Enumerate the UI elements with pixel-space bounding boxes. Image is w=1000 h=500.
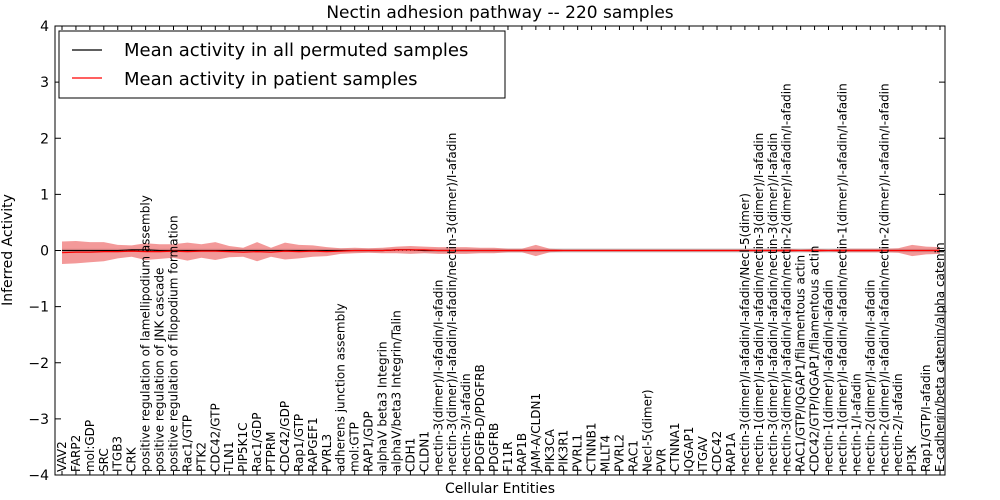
x-category-label: VAV2 [55,441,69,472]
x-category-label: positive regulation of filopodium format… [167,215,181,472]
x-category-label: PTK2 [194,442,208,472]
legend: Mean activity in all permuted samples Me… [58,30,506,99]
x-category-label: nectin-3(dimer)/I-afadin/I-afadin/Necl-5… [738,193,752,472]
x-category-label: nectin-2(dimer)/I-afadin/I-afadin/nectin… [877,83,891,472]
x-category-label: CLDN1 [417,431,431,472]
x-category-label: CDC42 [710,431,724,472]
x-category-label: FARP2 [69,435,83,472]
series-lines [61,249,940,254]
x-category-label: Necl-5(dimer) [640,389,654,472]
x-category-label: CRK [125,446,139,472]
x-category-label: alphaV/beta3 Integrin/Talin [390,310,404,472]
x-category-label: adherens junction assembly [334,303,348,472]
y-tick-label: −4 [28,468,49,484]
x-category-label: RAP1A [724,432,738,472]
x-category-label: nectin-3(dimer)/I-afadin/I-afadin [431,280,445,472]
x-category-label: nectin-3(dimer)/I-afadin/I-afadin/nectin… [780,83,794,472]
x-category-label: PVRL1 [571,434,585,472]
x-category-label: PVR [654,448,668,472]
x-category-label: positive regulation of JNK cascade [153,268,167,472]
x-category-label: nectin-3(dimer)/I-afadin/I-afadin/nectin… [766,133,780,472]
x-category-label: ITGAV [696,435,710,472]
y-tick-label: 0 [40,244,49,260]
x-category-label: RAPGEF1 [306,417,320,472]
x-category-label: nectin-2/I-afadin [891,373,905,472]
x-category-label: E-cadherin/beta catenin/alpha catenin [933,242,947,472]
x-category-label: IQGAP1 [682,427,696,472]
series-line-patient [61,249,940,254]
x-category-label: mol:GDP [83,420,97,472]
x-category-label: nectin-3(dimer)/I-afadin/I-afadin/nectin… [445,133,459,472]
legend-label-patient: Mean activity in patient samples [124,69,418,90]
x-category-label: F11R [501,442,515,473]
x-category-label: nectin-1(dimer)/I-afadin/I-afadin [822,280,836,472]
x-category-label: nectin-2(dimer)/I-afadin/I-afadin [863,280,877,472]
band-patient [62,241,940,264]
x-category-label: SRC [97,448,111,472]
y-tick-label: −1 [28,300,49,316]
x-category-label: Rap1/GTP [292,414,306,472]
x-category-label: CTNNB1 [585,422,599,472]
legend-label-permuted: Mean activity in all permuted samples [124,40,468,61]
y-tick-label: −3 [28,412,49,428]
x-category-label: CDH1 [403,438,417,472]
x-axis-label: Cellular Entities [445,481,555,497]
x-category-label: PVRL2 [613,434,627,472]
x-category-label: ITGB3 [111,436,125,472]
x-category-label: Rac1/GTP [180,415,194,472]
chart-title: Nectin adhesion pathway -- 220 samples [326,3,673,23]
x-category-label: PIK3CA [543,428,557,472]
x-category-label: Rac1/GDP [250,413,264,472]
x-category-label: CDC42/GTP [208,403,222,472]
y-axis-ticks: −4 −3 −2 −1 0 1 2 3 4 [28,19,945,484]
x-category-label: PIK3R1 [557,430,571,472]
x-category-label: nectin-3/I-afadin [459,373,473,472]
x-category-label: TLN1 [222,441,236,473]
x-category-label: PVRL3 [320,434,334,472]
y-tick-label: 3 [40,75,49,91]
x-category-label: nectin-1(dimer)/I-afadin/I-afadin/nectin… [835,83,849,472]
x-axis-category-labels: VAV2 FARP2 mol:GDP SRC ITGB3 CRK positive regu… [55,26,947,475]
x-category-label: mol:GTP [348,422,362,472]
y-tick-label: −2 [28,356,49,372]
x-category-label: PDGFRB [487,423,501,472]
y-axis-label: Inferred Activity [0,194,16,306]
legend-box [58,30,506,99]
x-category-label: PI3K [905,445,919,472]
x-category-label: PDGFB-D/PDGFRB [473,364,487,472]
x-category-label: positive regulation of lamellipodium ass… [139,195,153,472]
x-category-label: RAP1/GDP [362,411,376,472]
x-category-label: nectin-1(dimer)/I-afadin/I-afadin/nectin… [752,133,766,472]
x-category-label: RAP1B [515,433,529,472]
x-category-label: JAM-A/CLDN1 [529,393,543,473]
x-category-label: CTNNA1 [668,422,682,472]
plot-frame [54,25,946,476]
x-category-label: Rap1/GTP/I-afadin [919,364,933,472]
x-category-label: nectin-1/I-afadin [849,373,863,472]
x-category-label: PIP5K1C [236,422,250,472]
x-category-label: CDC42/GTP/IQGAP1/filamentous actin [808,246,822,472]
x-category-label: PTPRM [264,431,278,472]
y-tick-label: 2 [40,131,49,147]
x-category-label: MLLT4 [599,435,613,472]
y-tick-label: 4 [40,19,49,35]
x-category-label: RAC1 [626,440,640,472]
x-category-label: alphaV beta3 Integrin [376,341,390,472]
x-category-label: RAC1/GTP/IQGAP1/filamentous actin [794,255,808,472]
x-category-label: CDC42/GDP [278,401,292,472]
y-tick-label: 1 [40,187,49,203]
